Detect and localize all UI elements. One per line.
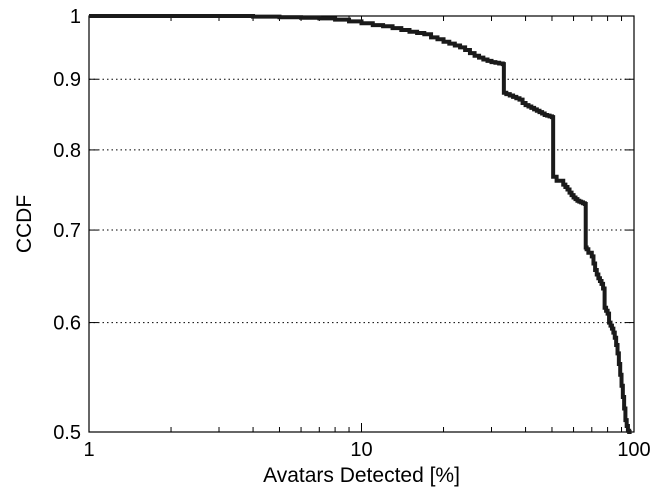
y-tick-label-2: 0.7 xyxy=(53,220,81,242)
x-tick-label-1: 10 xyxy=(350,439,372,461)
y-tick-label-1: 0.6 xyxy=(53,313,81,335)
minor-ticks xyxy=(170,16,623,432)
y-tick-label-4: 0.9 xyxy=(53,69,81,91)
plot-area-frame xyxy=(88,15,635,433)
y-axis-title: CCDF xyxy=(13,195,36,253)
series-line-ccdf xyxy=(89,14,632,434)
x-tick-label-0: 1 xyxy=(83,439,94,461)
x-tick-labels: 1 10 100 xyxy=(83,439,650,461)
y-tick-label-0: 0.5 xyxy=(53,422,81,444)
y-tick-label-5: 1 xyxy=(70,6,81,28)
major-ticks xyxy=(88,15,635,433)
x-tick-label-2: 100 xyxy=(617,439,650,461)
y-tick-labels: 0.5 0.6 0.7 0.8 0.9 1 xyxy=(53,6,81,444)
grid-lines xyxy=(89,78,634,324)
y-tick-label-3: 0.8 xyxy=(53,140,81,162)
x-axis-title: Avatars Detected [%] xyxy=(263,464,460,487)
